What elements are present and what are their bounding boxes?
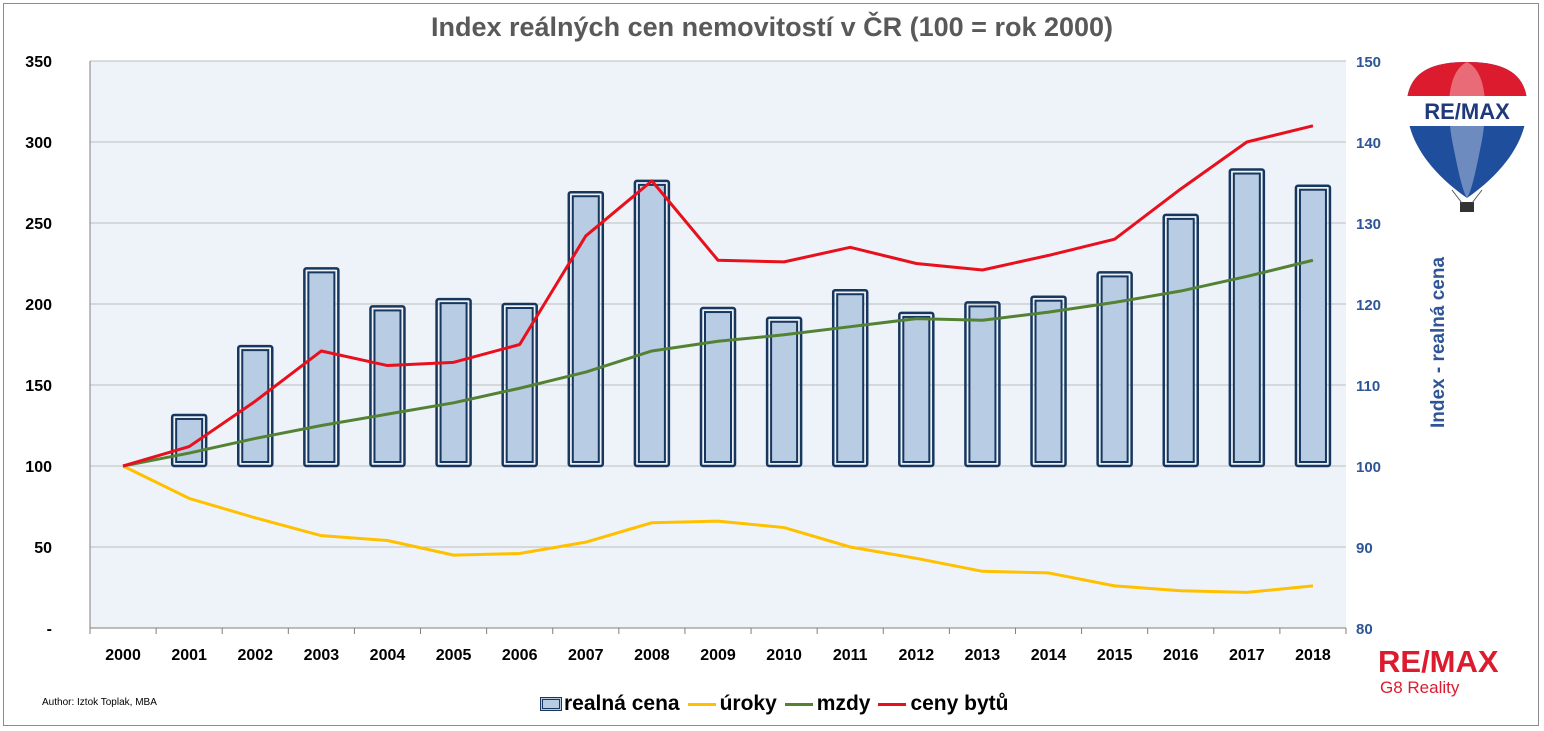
y-left-tick-label: - [47,621,52,638]
y-left-tick-label: 300 [25,135,52,152]
brand-sub: G8 Reality [1380,678,1460,697]
bar-outline [1228,168,1266,468]
bar-outline [170,413,208,468]
line-ceny-bytu [122,124,1314,468]
svg-text:RE/MAX: RE/MAX [1424,99,1510,124]
legend-item-ceny-bytu: ceny bytů [878,692,1008,716]
bar-outline [1294,184,1332,468]
legend-label: ceny bytů [910,692,1009,715]
bar [902,315,931,463]
bar [836,293,865,464]
x-tick-label: 2012 [899,647,935,664]
x-tick-label: 2004 [370,647,406,664]
bar [307,271,336,463]
x-tick-label: 2001 [171,647,207,664]
x-tick-label: 2013 [965,647,1001,664]
y-right-tick-label: 90 [1356,540,1373,557]
bar [1166,217,1195,463]
bar [1100,275,1129,463]
y-right-tick-label: 110 [1356,378,1380,395]
bar [1034,299,1063,463]
x-tick-label: 2007 [568,647,604,664]
bar [1298,188,1327,464]
y-right-axis-label: Index - realná cena [1428,257,1449,429]
bar-series-realna-cena [170,168,1332,468]
y-right-tick-label: 120 [1356,297,1381,314]
legend-swatch-line [687,702,716,706]
line-mzdy [122,258,1314,468]
bar-outline [1030,295,1067,468]
bar-outline [765,316,803,468]
bar-outline [1096,271,1133,468]
bar-outline [898,311,935,468]
bar [439,302,468,464]
line-series [122,124,1314,594]
x-tick-label: 2000 [105,647,141,664]
legend-label: úroky [719,692,777,715]
x-tick-label: 2002 [237,647,273,664]
bar-outline [369,305,406,468]
x-tick-label: 2003 [304,647,340,664]
author-credit: Author: Iztok Toplak, MBA [42,697,157,708]
bar-outline [831,288,869,468]
legend-swatch-line [784,702,813,706]
y-left-tick-label: 50 [34,540,52,557]
bar-outline [699,306,737,468]
x-tick-label: 2014 [1031,647,1067,664]
chart-title: Index reálných cen nemovitostí v ČR (100… [430,12,1114,42]
bar-outline [1162,213,1199,468]
x-tick-label: 2018 [1295,647,1331,664]
y-right-tick-label: 140 [1356,135,1381,152]
legend-label: realná cena [564,692,680,715]
legend-swatch-bar [540,697,562,711]
x-tick-label: 2008 [634,647,670,664]
bar [571,195,600,463]
bar [373,309,402,463]
x-tick-label: 2016 [1163,647,1199,664]
x-tick-label: 2006 [502,647,538,664]
y-left-tick-label: 350 [25,54,52,71]
x-tick-label: 2015 [1097,647,1133,664]
y-left-tick-label: 200 [25,297,52,314]
chart-legend: realná cena úroky mzdy ceny bytů [540,690,1016,718]
y-left-tick-label: 250 [25,216,52,233]
x-tick-label: 2009 [700,647,736,664]
legend-item-realna-cena: realná cena [540,692,680,716]
bar [704,311,732,463]
legend-label: mzdy [816,692,871,715]
bar-outline [435,297,472,468]
y-right-tick-label: 150 [1356,54,1381,71]
x-tick-label: 2005 [436,647,472,664]
y-right-tick-label: 80 [1356,621,1373,638]
bar-outline [567,190,605,468]
bar-outline [237,344,274,468]
legend-item-uroky: úroky [687,692,777,716]
x-tick-label: 2017 [1229,647,1265,664]
x-tick-label: 2010 [766,647,802,664]
y-right-tick-label: 130 [1356,216,1381,233]
bar [968,305,997,463]
line-uroky [122,464,1314,594]
y-left-tick-label: 150 [25,378,52,395]
axes: - 50 100 150 200 250 300 350 80 90 100 110 120 130 140… [25,54,1449,664]
remax-balloon-logo: RE/MAX [1406,62,1528,212]
brand-name: RE/MAX [1378,644,1499,679]
bar-outline [964,301,1001,468]
legend-item-mzdy: mzdy [784,692,871,716]
bar-outline [303,267,340,468]
y-right-tick-label: 100 [1356,459,1381,476]
legend-swatch-line [878,702,907,706]
bar [770,320,799,463]
x-tick-label: 2011 [833,647,868,664]
bar [637,183,666,463]
y-left-tick-label: 100 [25,459,52,476]
bar [1232,172,1261,463]
brand-logo: RE/MAX G8 Reality [1378,646,1499,698]
